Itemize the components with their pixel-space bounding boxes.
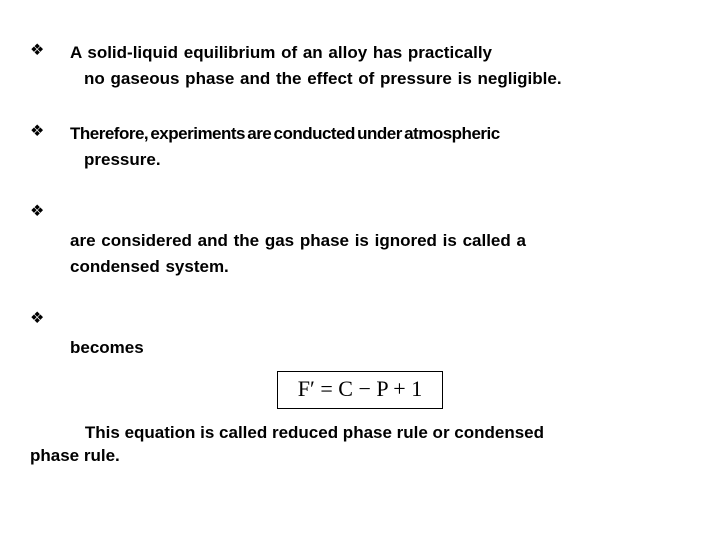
- bullet-icon: ❖: [30, 40, 70, 62]
- list-item: ❖ A solid-liquid equilibrium of an alloy…: [30, 40, 690, 93]
- text-line: condensed system.: [70, 257, 229, 276]
- list-item: ❖ becomes: [30, 308, 690, 361]
- bullet-icon: ❖: [30, 121, 70, 143]
- item-text: becomes: [70, 308, 690, 361]
- text-line: phase rule.: [30, 446, 120, 465]
- eq-equals: =: [320, 376, 332, 401]
- eq-one: 1: [411, 376, 422, 401]
- equation-container: F′ = C − P + 1: [30, 371, 690, 409]
- bullet-icon: ❖: [30, 201, 70, 223]
- list-item: ❖ are considered and the gas phase is ig…: [30, 201, 690, 280]
- slide: ❖ A solid-liquid equilibrium of an alloy…: [0, 0, 720, 540]
- item-text: Therefore, experiments are conducted und…: [70, 121, 690, 174]
- text-line: becomes: [70, 338, 144, 357]
- eq-plus: +: [393, 376, 405, 401]
- text-line: A solid-liquid equilibrium of an alloy h…: [70, 43, 492, 62]
- text-line: This equation is called reduced phase ru…: [85, 423, 544, 442]
- text-line: Therefore, experiments are conducted und…: [70, 124, 500, 143]
- eq-p: P: [376, 376, 387, 401]
- item-text: are considered and the gas phase is igno…: [70, 201, 690, 280]
- bullet-icon: ❖: [30, 308, 70, 330]
- item-text: A solid-liquid equilibrium of an alloy h…: [70, 40, 690, 93]
- text-line: are considered and the gas phase is igno…: [70, 231, 526, 250]
- eq-lhs: F′: [298, 376, 315, 401]
- text-line: no gaseous phase and the effect of press…: [70, 69, 562, 88]
- equation-box: F′ = C − P + 1: [277, 371, 443, 409]
- eq-c: C: [338, 376, 353, 401]
- closing-text: phase rule.: [30, 446, 690, 466]
- text-line: pressure.: [70, 150, 161, 169]
- closing-text: This equation is called reduced phase ru…: [30, 419, 690, 446]
- eq-minus: −: [358, 376, 370, 401]
- list-item: ❖ Therefore, experiments are conducted u…: [30, 121, 690, 174]
